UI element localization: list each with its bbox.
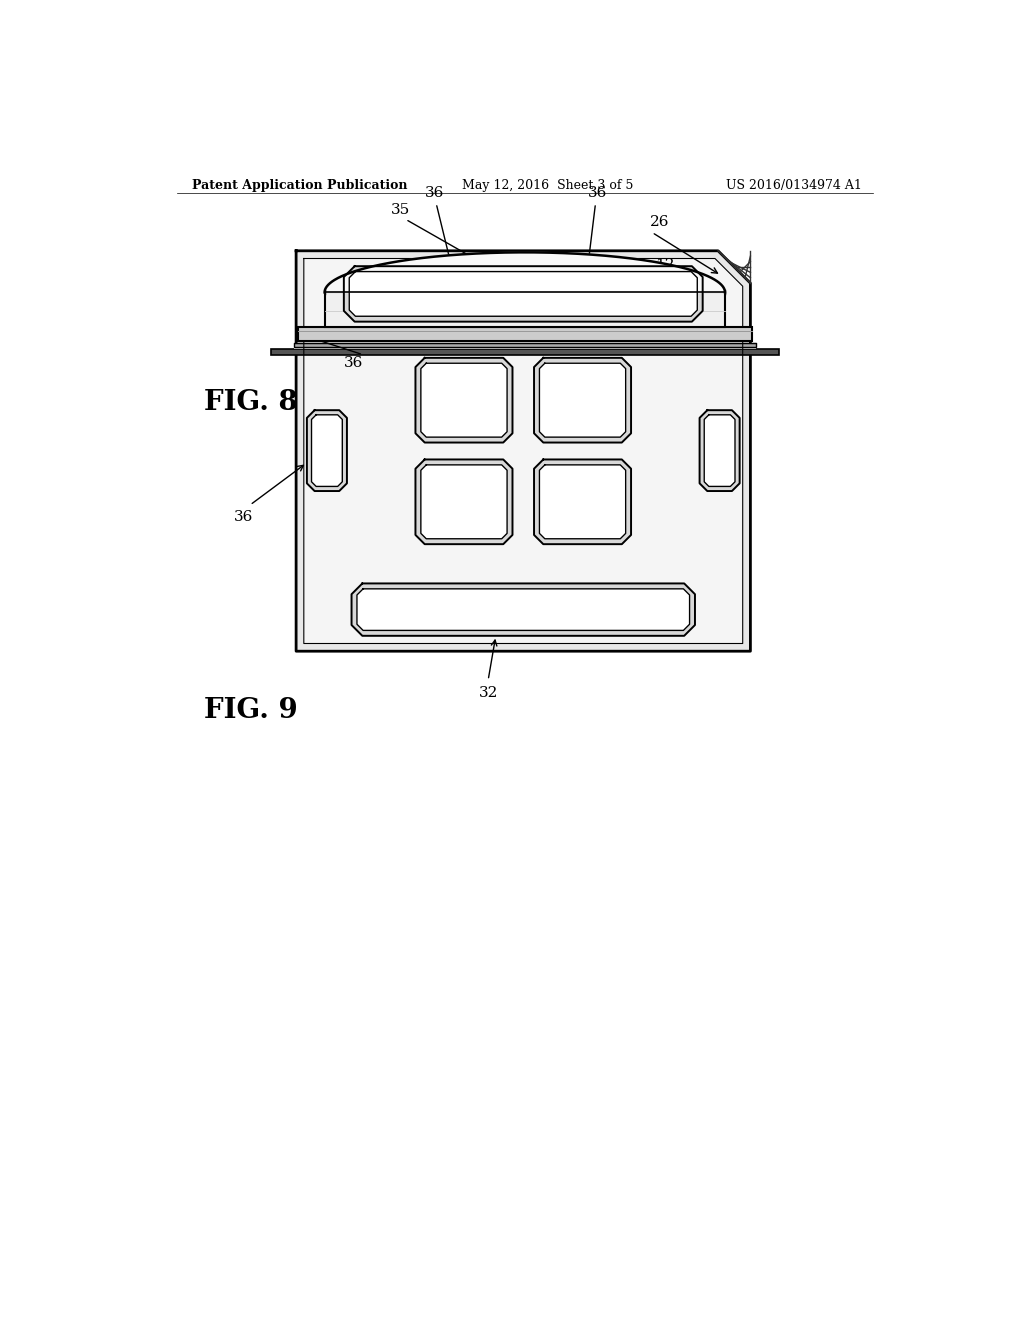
Bar: [294, 343, 756, 347]
Bar: [298, 327, 752, 341]
Text: 36: 36: [344, 356, 364, 371]
Text: US 2016/0134974 A1: US 2016/0134974 A1: [726, 180, 862, 193]
Text: Patent Application Publication: Patent Application Publication: [193, 180, 408, 193]
Text: 35: 35: [390, 203, 410, 216]
Polygon shape: [344, 267, 702, 322]
Polygon shape: [416, 358, 512, 442]
Polygon shape: [296, 251, 751, 651]
Polygon shape: [535, 358, 631, 442]
Polygon shape: [705, 414, 735, 487]
Polygon shape: [421, 465, 507, 539]
Text: 32: 32: [655, 323, 675, 338]
Polygon shape: [349, 272, 697, 317]
Polygon shape: [540, 465, 626, 539]
Text: 36: 36: [588, 186, 607, 199]
Polygon shape: [304, 259, 742, 644]
Text: 36: 36: [234, 511, 253, 524]
Text: 12: 12: [655, 259, 675, 272]
Text: FIG. 8: FIG. 8: [204, 389, 297, 416]
Text: 26: 26: [650, 215, 670, 230]
Polygon shape: [421, 363, 507, 437]
Polygon shape: [325, 252, 725, 293]
Text: 36: 36: [425, 186, 444, 199]
Polygon shape: [535, 459, 631, 544]
Text: FIG. 9: FIG. 9: [204, 697, 297, 725]
Polygon shape: [416, 459, 512, 544]
Bar: [325, 293, 725, 327]
Polygon shape: [357, 589, 689, 631]
Text: 32: 32: [478, 686, 498, 700]
Bar: [270, 350, 779, 355]
Polygon shape: [311, 414, 342, 487]
Polygon shape: [699, 411, 739, 491]
Polygon shape: [540, 363, 626, 437]
Polygon shape: [307, 411, 347, 491]
Polygon shape: [351, 583, 695, 636]
Bar: [294, 347, 756, 350]
Text: May 12, 2016  Sheet 3 of 5: May 12, 2016 Sheet 3 of 5: [462, 180, 633, 193]
